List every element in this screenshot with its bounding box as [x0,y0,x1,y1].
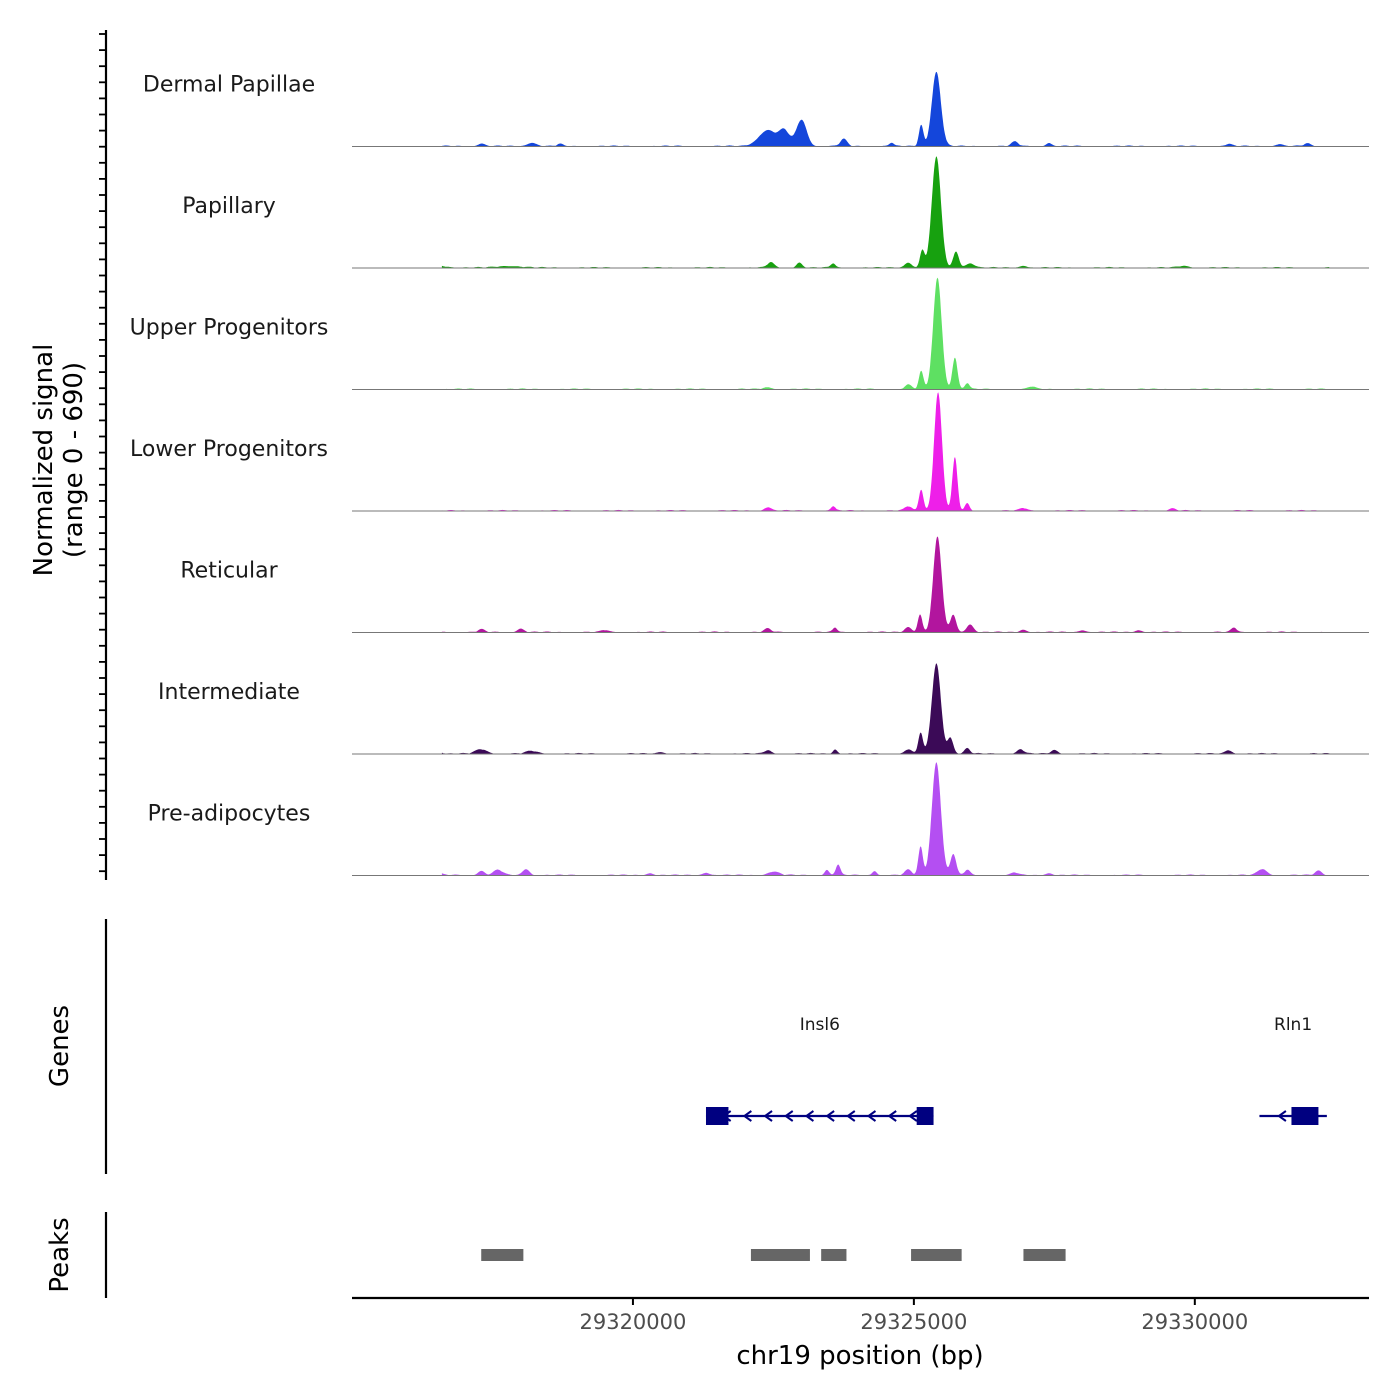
track-signal-area [441,71,1330,147]
peak-region [750,1249,810,1261]
track-label: Upper Progenitors [130,316,329,341]
x-axis-label: chr19 position (bp) [736,1341,983,1371]
signal-tracks: Dermal Papillae Papillary Upper Progenitor… [130,71,1369,876]
track-label: Reticular [180,559,278,584]
x-tick-label: 29320000 [579,1310,686,1334]
signal-y-axis-ticks [99,33,106,873]
strand-arrow [887,1110,897,1122]
gene-rln1: Rln1 [1259,1015,1327,1125]
track-reticular: Reticular [180,536,1369,633]
track-dermal-papillae: Dermal Papillae [143,71,1369,147]
track-lower-progenitors: Lower Progenitors [130,392,1369,512]
track-label: Papillary [182,194,276,219]
x-tick-label: 29325000 [860,1310,967,1334]
strand-arrow [846,1110,856,1122]
track-signal-area [441,663,1330,754]
gene-exon [1291,1107,1319,1125]
strand-arrow [1277,1110,1287,1122]
gene-insl6: Insl6 [705,1015,934,1125]
track-label: Lower Progenitors [130,437,328,462]
track-signal-area [441,277,1330,390]
strand-arrow [804,1110,815,1122]
peaks-panel-label: Peaks [45,1217,75,1292]
track-signal-area [441,762,1330,876]
peak-track [481,1249,1066,1261]
gene-label: Insl6 [800,1015,840,1035]
gene-exon [705,1107,729,1125]
track-label: Dermal Papillae [143,73,315,98]
strand-arrow [825,1110,835,1122]
gene-label: Rln1 [1274,1015,1312,1035]
peak-region [911,1249,962,1261]
gene-track: Insl6 Rln1 [705,1015,1327,1125]
strand-arrow [742,1110,752,1122]
track-pre-adipocytes: Pre-adipocytes [148,762,1369,876]
y-axis-label-line2: (range 0 - 690) [59,362,89,558]
gene-exon [916,1107,934,1125]
peak-region [821,1249,847,1261]
strand-arrow [866,1110,877,1122]
track-intermediate: Intermediate [158,663,1369,755]
peak-region [481,1249,524,1261]
peak-region [1023,1249,1066,1261]
strand-arrow [763,1110,773,1122]
track-signal-area [441,536,1330,633]
track-signal-area [441,392,1330,511]
strand-arrow [908,1110,918,1122]
track-label: Pre-adipocytes [148,802,311,827]
x-axis-ticks: 29320000 29325000 29330000 [579,1298,1248,1334]
y-axis-label-line1: Normalized signal [29,344,59,577]
track-papillary: Papillary [182,156,1369,269]
x-tick-label: 29330000 [1141,1310,1248,1334]
genes-panel-label: Genes [45,1005,75,1087]
track-label: Intermediate [158,680,300,705]
strand-arrow [784,1110,794,1122]
track-signal-area [441,156,1330,268]
track-upper-progenitors: Upper Progenitors [130,277,1369,390]
